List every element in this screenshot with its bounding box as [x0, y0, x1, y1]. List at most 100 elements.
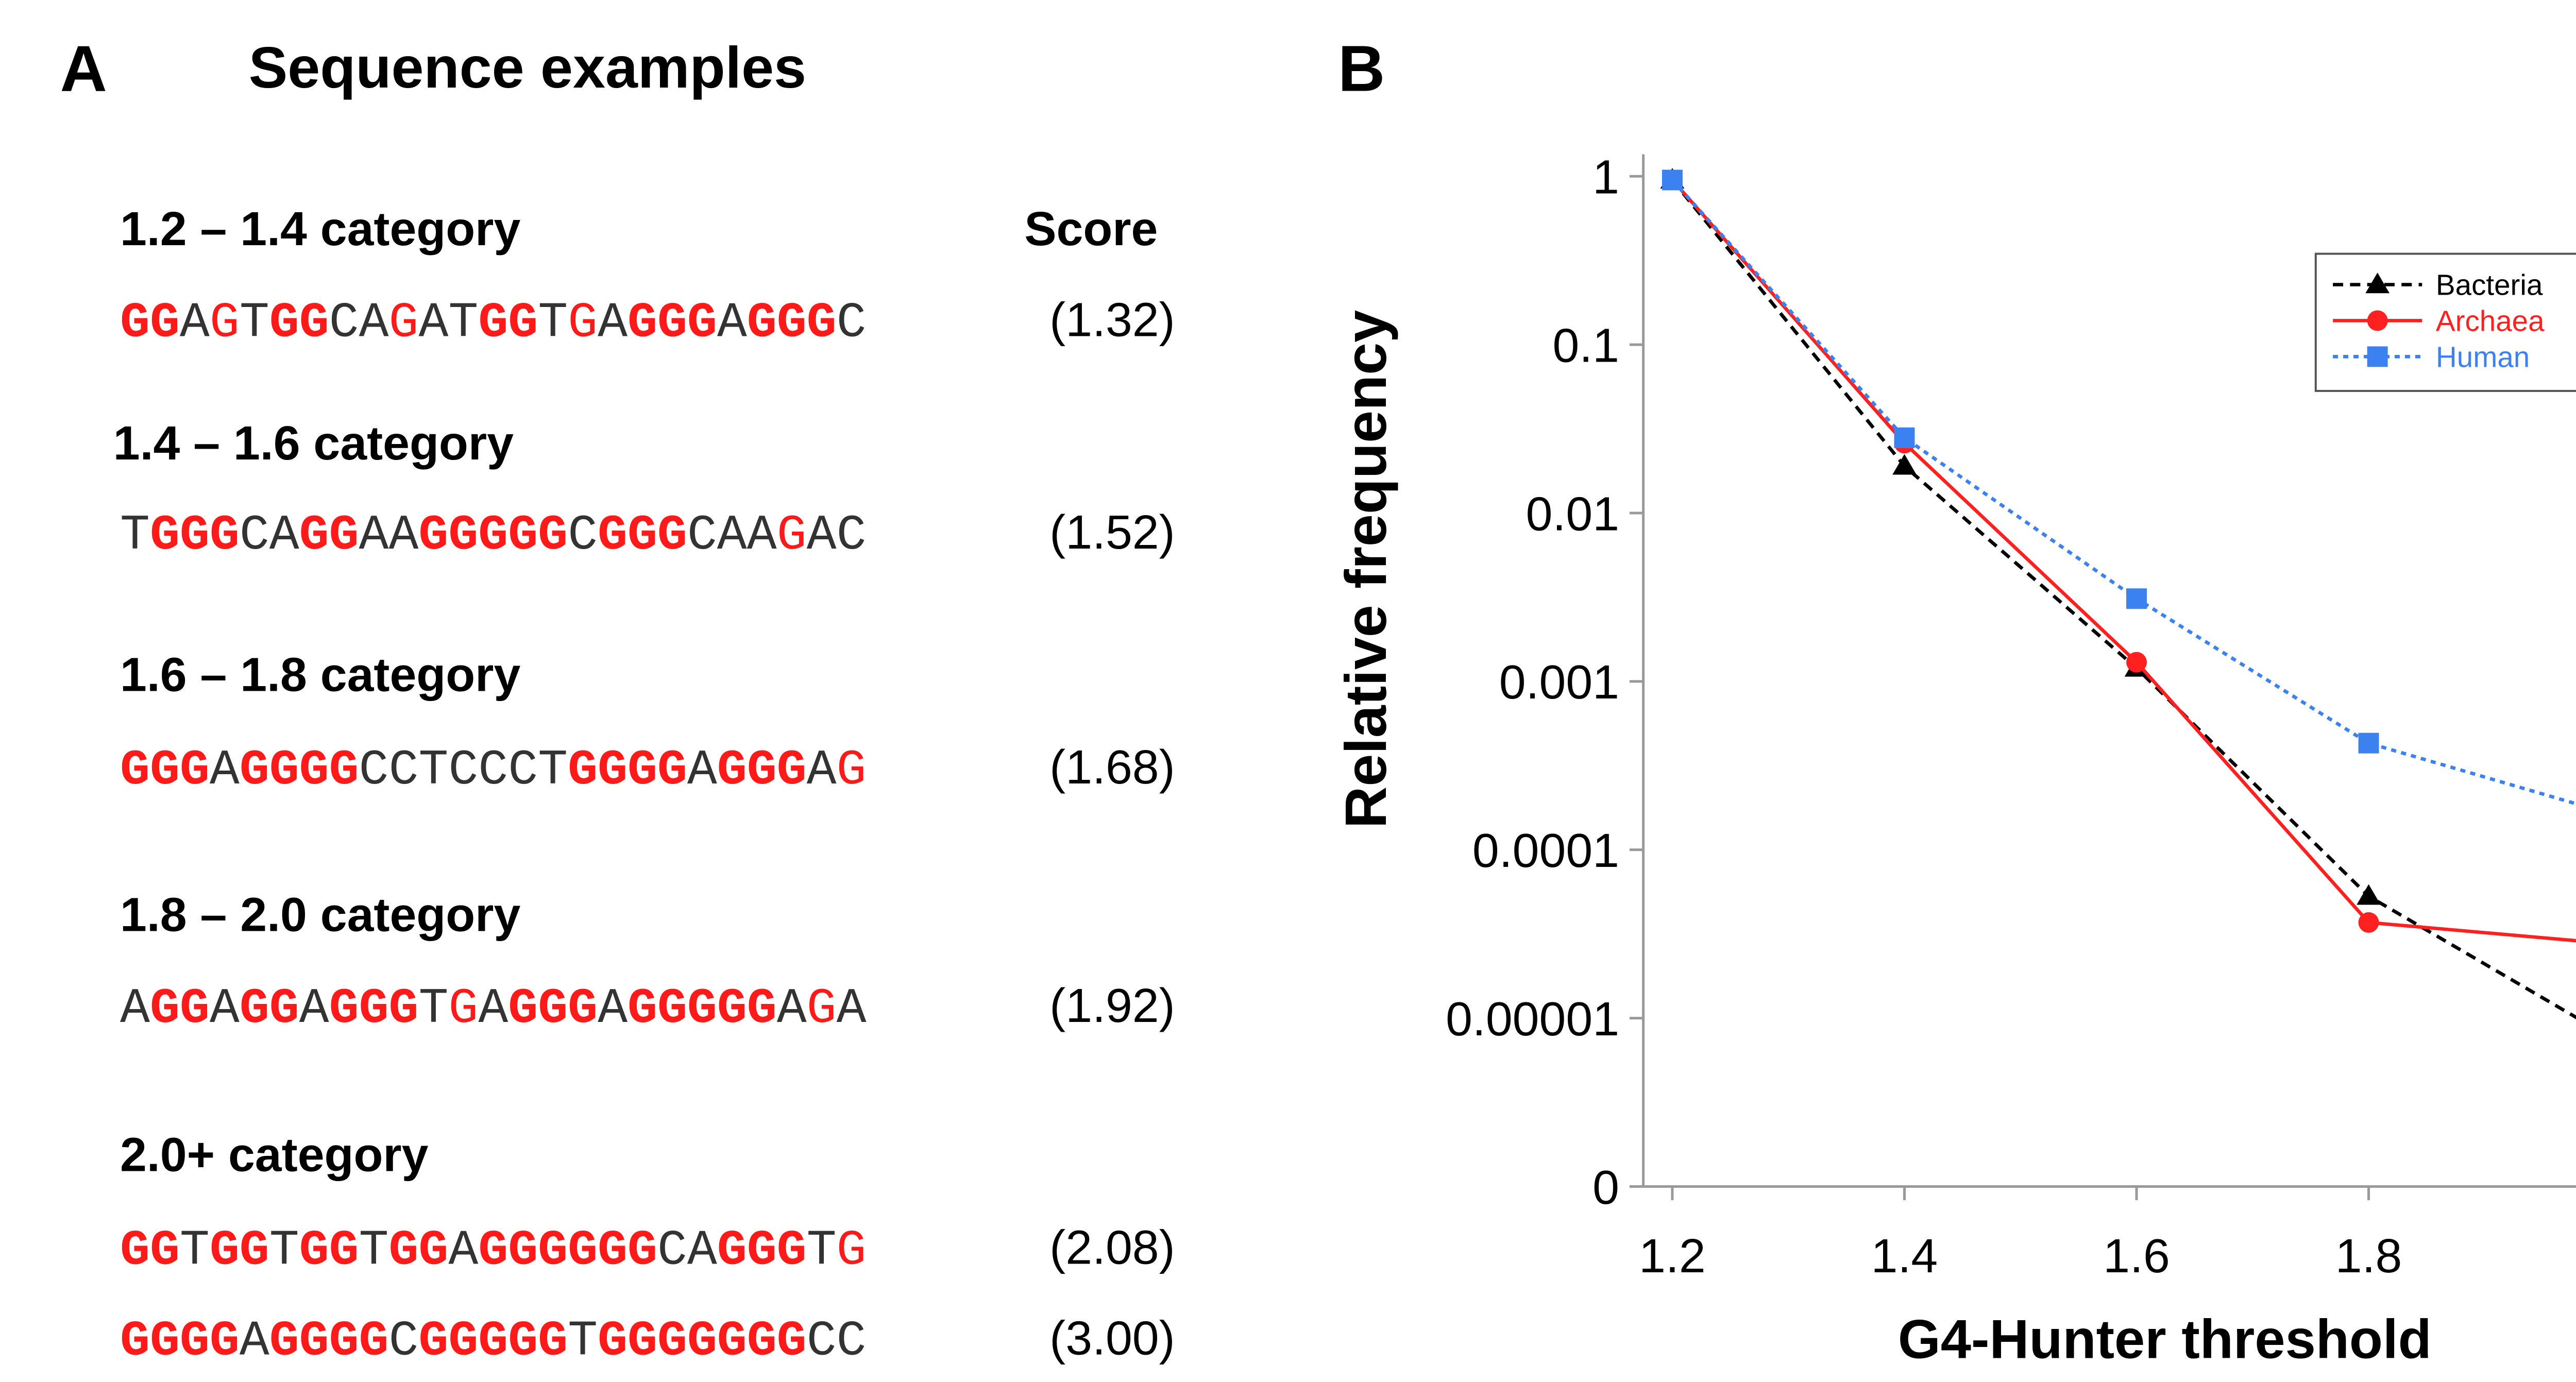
sequence-run: T	[120, 507, 150, 564]
y-tick-label: 0.1	[1552, 318, 1619, 372]
sequence-run: G	[210, 295, 240, 351]
marker	[2367, 346, 2388, 367]
x-tick-label: 1.6	[2103, 1229, 2170, 1283]
sequence-run: A	[448, 1222, 478, 1278]
marker	[2126, 652, 2147, 673]
sequence-run: CCTCCCT	[359, 742, 568, 798]
sequence-run: G	[448, 981, 478, 1037]
category-heading: 2.0+ category	[120, 1128, 429, 1182]
score-header: Score	[1024, 202, 1158, 255]
sequence-run: A	[777, 981, 807, 1037]
sequence-run: A	[210, 742, 240, 798]
y-tick-label: 0.0001	[1472, 824, 1619, 877]
sequence-run: G	[389, 295, 419, 351]
sequence-run: A	[210, 981, 240, 1037]
sequence-run: GGGGGGG	[598, 1313, 807, 1370]
legend-label: Human	[2436, 340, 2530, 373]
sequence-run: GG	[150, 981, 210, 1037]
sequence-run: GGGG	[269, 1313, 389, 1370]
score: (1.68)	[1049, 740, 1175, 794]
sequence-run: GG	[240, 981, 299, 1037]
sequence-run: T	[359, 1222, 389, 1278]
legend-label: Archaea	[2436, 304, 2545, 337]
panel-title: Sequence examples	[249, 35, 806, 100]
x-tick-label: 1.2	[1639, 1229, 1706, 1283]
score: (1.52)	[1049, 505, 1175, 559]
sequence-run: A	[598, 295, 628, 351]
score: (1.92)	[1049, 979, 1175, 1032]
marker	[1894, 427, 1915, 448]
sequence-run: GG	[299, 507, 359, 564]
sequence-run: GGG	[717, 1222, 807, 1278]
y-tick-label: 0.00001	[1446, 992, 1619, 1046]
sequence-run: G	[807, 981, 837, 1037]
sequence-run: A	[240, 1313, 269, 1370]
sequence-run: GG	[120, 295, 180, 351]
category-heading: 1.2 – 1.4 category	[120, 202, 520, 255]
marker	[2365, 272, 2389, 294]
sequence-run: GGGG	[240, 742, 359, 798]
sequence-run: GG	[210, 1222, 269, 1278]
y-tick-label: 1	[1592, 150, 1619, 203]
sequence-run: CA	[329, 295, 389, 351]
category-heading: 1.4 – 1.6 category	[113, 416, 514, 470]
legend-label: Bacteria	[2436, 269, 2543, 301]
x-tick-label: 1.4	[1871, 1229, 1938, 1283]
sequence-run: C	[388, 1313, 418, 1370]
sequence-run: GGGG	[568, 742, 687, 798]
marker	[2357, 884, 2381, 905]
score: (2.08)	[1049, 1220, 1175, 1274]
sequence-run: GGG	[120, 742, 210, 798]
panel-label: A	[60, 31, 107, 105]
sequence-run: T	[180, 1222, 210, 1278]
sequence-run: GG	[478, 295, 538, 351]
sequence-run: T	[418, 981, 448, 1037]
y-tick-label: 0	[1592, 1161, 1619, 1214]
sequence-run: T	[269, 1222, 299, 1278]
sequence-run: A	[807, 742, 837, 798]
sequence-run: CC	[807, 1313, 867, 1370]
sequence-run: GGGGGG	[478, 1222, 657, 1278]
sequence-run: T	[568, 1313, 598, 1370]
sequence: AGGAGGAGGGTGAGGGAGGGGGAGA	[120, 981, 867, 1037]
sequence-run: AA	[359, 507, 419, 564]
sequence-run: GG	[299, 1222, 359, 1278]
marker	[1662, 169, 1683, 191]
sequence-run: CAA	[687, 507, 777, 564]
sequence-run: T	[807, 1222, 837, 1278]
sequence-run: A	[837, 981, 867, 1037]
sequence-run: T	[240, 295, 269, 351]
marker	[2358, 732, 2379, 754]
marker	[2126, 588, 2147, 609]
sequence-run: GGG	[150, 507, 240, 564]
sequence: GGAGTGGCAGATGGTGAGGGAGGGC	[120, 295, 866, 351]
sequence-run: GGG	[747, 295, 837, 351]
sequence-run: GGGGG	[418, 1313, 568, 1370]
sequence-run: GGG	[329, 981, 419, 1037]
category-heading: 1.6 – 1.8 category	[120, 648, 520, 702]
y-tick-label: 0.01	[1526, 487, 1619, 540]
sequence-run: G	[568, 295, 598, 351]
sequence-run: GGGGG	[418, 507, 568, 564]
sequence-run: C	[837, 295, 867, 351]
x-tick-label: 1.8	[2335, 1229, 2402, 1283]
sequence: GGGAGGGGCCTCCCTGGGGAGGGAG	[120, 742, 866, 798]
score: (1.32)	[1049, 293, 1175, 346]
score: (3.00)	[1049, 1311, 1175, 1365]
sequence-run: CA	[240, 507, 299, 564]
sequence-run: A	[717, 295, 747, 351]
marker	[2358, 912, 2379, 933]
sequence-run: A	[120, 981, 150, 1037]
sequence-run: GGGG	[120, 1313, 240, 1370]
sequence-run: GGG	[598, 507, 687, 564]
sequence-run: GG	[389, 1222, 449, 1278]
sequence-run: AT	[418, 295, 478, 351]
sequence: GGTGGTGGTGGAGGGGGGCAGGGTG	[120, 1222, 866, 1278]
sequence-run: CA	[657, 1222, 717, 1278]
sequence-run: T	[538, 295, 568, 351]
sequence-run: C	[568, 507, 598, 564]
sequence-run: A	[478, 981, 508, 1037]
sequence-run: GG	[269, 295, 329, 351]
sequence-run: G	[837, 1222, 867, 1278]
